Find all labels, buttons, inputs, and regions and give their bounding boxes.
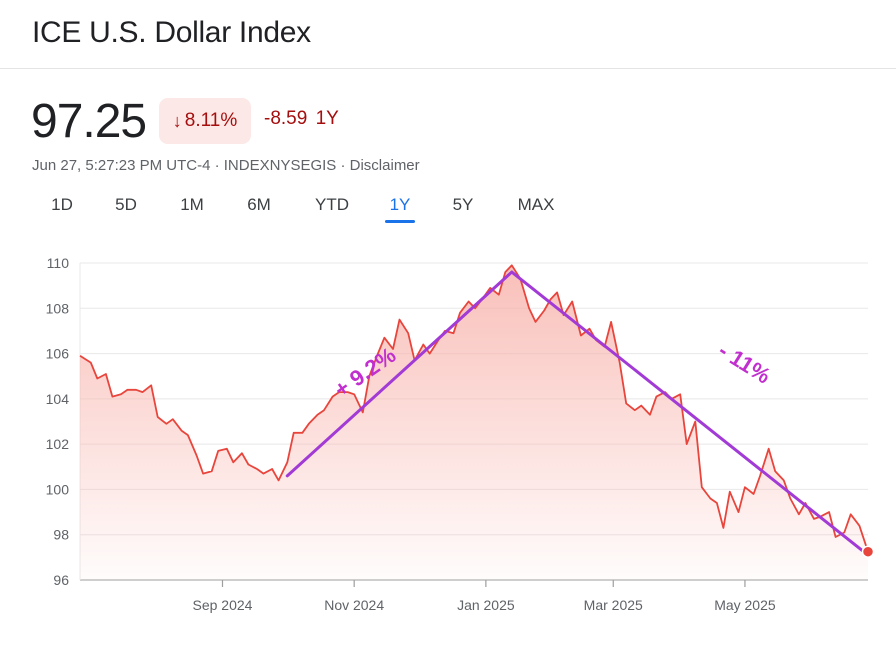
exchange-source: INDEXNYSEGIS (223, 157, 337, 174)
quote-timestamp: Jun 27, 5:27:23 PM UTC-4 (32, 157, 211, 174)
tab-1y[interactable]: 1Y (370, 192, 430, 223)
absolute-change-value: -8.59 (264, 108, 308, 129)
x-tick-label: May 2025 (714, 597, 776, 613)
y-tick-label: 108 (46, 300, 70, 316)
tab-1m[interactable]: 1M (180, 195, 204, 214)
y-tick-label: 102 (46, 436, 70, 452)
uptrend-line (285, 270, 514, 478)
change-period: 1Y (315, 108, 339, 129)
y-tick-label: 104 (46, 391, 70, 407)
tab-ytd[interactable]: YTD (315, 195, 349, 214)
last-price-marker (861, 545, 875, 558)
page-title: ICE U.S. Dollar Index (32, 16, 311, 49)
disclaimer-link[interactable]: Disclaimer (349, 157, 420, 174)
y-tick-label: 100 (46, 481, 70, 497)
meta-separator: · (336, 157, 350, 174)
absolute-change: -8.59 1Y (264, 108, 339, 130)
quote-meta: Jun 27, 5:27:23 PM UTC-4 · INDEXNYSEGIS … (32, 157, 420, 174)
arrow-down-icon: ↓ (172, 110, 182, 131)
tab-max[interactable]: MAX (517, 195, 555, 214)
percent-change-badge: ↓ 8.11% (159, 98, 251, 144)
y-tick-label: 110 (47, 255, 70, 271)
header-divider (0, 68, 896, 69)
tab-1d[interactable]: 1D (51, 195, 73, 214)
tab-5y[interactable]: 5Y (452, 195, 474, 214)
meta-separator: · (210, 157, 224, 174)
x-tick-label: Nov 2024 (324, 597, 384, 613)
fall-annotation: - 11% (714, 338, 775, 389)
y-tick-label: 98 (53, 527, 69, 543)
percent-change-value: 8.11% (184, 110, 238, 131)
price-area (80, 265, 868, 580)
tab-5d[interactable]: 5D (115, 195, 137, 214)
downtrend-line (510, 270, 870, 557)
y-tick-label: 96 (53, 572, 69, 588)
current-price: 97.25 (31, 95, 147, 148)
y-tick-label: 106 (46, 346, 70, 362)
x-tick-label: Jan 2025 (457, 597, 515, 613)
x-tick-label: Mar 2025 (584, 597, 643, 613)
price-line (79, 264, 869, 552)
x-tick-label: Sep 2024 (193, 597, 253, 613)
tab-6m[interactable]: 6M (247, 195, 271, 214)
